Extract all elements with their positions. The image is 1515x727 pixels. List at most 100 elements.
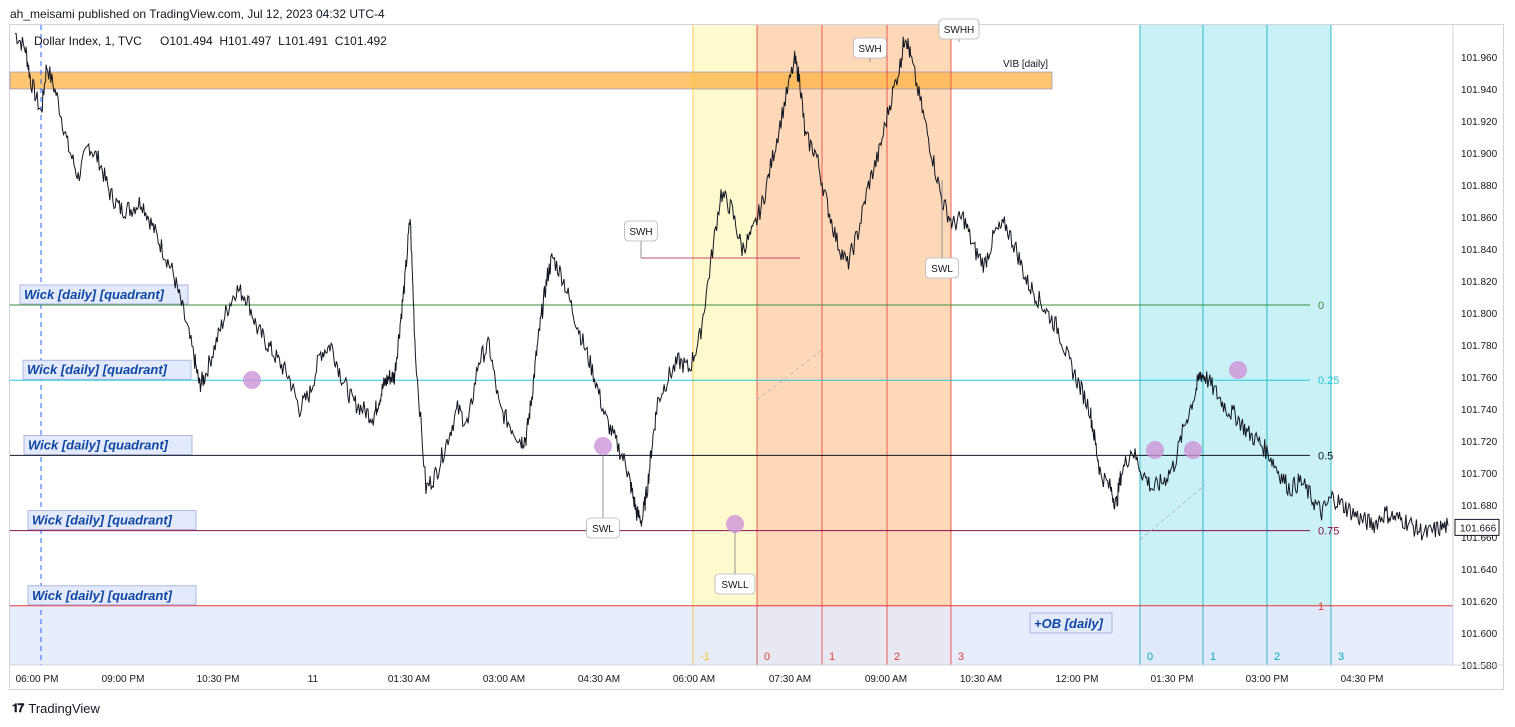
x-tick-label: 04:30 PM <box>1341 674 1384 685</box>
session-count-label: -1 <box>700 651 710 663</box>
chart-frame[interactable] <box>9 24 1504 690</box>
swing-label-text: SWLL <box>721 580 749 591</box>
swing-marker <box>243 371 261 389</box>
y-tick-label: 101.900 <box>1461 149 1498 160</box>
swing-marker <box>594 437 612 455</box>
x-tick-label: 03:00 PM <box>1246 674 1289 685</box>
annotations-layer: SWH SWL SWLL SWH SWL SWHH VIB [daily] +OB [dail… <box>243 18 1247 634</box>
swing-label-box <box>853 37 887 59</box>
fib-level-label: 1 <box>1318 601 1324 613</box>
last-price-badge <box>1454 518 1500 536</box>
session-count-label: 3 <box>958 651 964 663</box>
session-count-label: 2 <box>1274 651 1280 663</box>
x-tick-label: 10:30 PM <box>197 674 240 685</box>
quadrant-label-text: Wick [daily] [quadrant] <box>32 588 173 603</box>
y-tick-label: 101.960 <box>1461 53 1498 64</box>
ob-label-box <box>1029 612 1113 634</box>
fib-level-label: 0.75 <box>1318 526 1339 538</box>
quadrant-label-text: Wick [daily] [quadrant] <box>27 362 168 377</box>
y-tick-label: 101.620 <box>1461 597 1498 608</box>
y-tick-label: 101.800 <box>1461 309 1498 320</box>
session-zone-orange <box>757 25 951 665</box>
x-tick-label: 06:00 PM <box>16 674 59 685</box>
session-count-label: 2 <box>894 651 900 663</box>
y-tick-label: 101.920 <box>1461 117 1498 128</box>
y-tick-label: 101.940 <box>1461 85 1498 96</box>
session-count-label: 1 <box>1210 651 1216 663</box>
x-tick-label: 06:00 AM <box>673 674 715 685</box>
x-tick-label: 01:30 PM <box>1151 674 1194 685</box>
x-tick-label: 11 <box>308 674 319 685</box>
vib-label: VIB [daily] <box>1003 59 1048 70</box>
axes-layer: 101.960 101.940 101.920 101.900 101.880 101.8… <box>10 25 1503 685</box>
y-tick-label: 101.820 <box>1461 277 1498 288</box>
ob-zone <box>10 605 1453 665</box>
y-tick-label: 101.740 <box>1461 405 1498 416</box>
ob-label-text: +OB [daily] <box>1034 616 1104 631</box>
swing-marker <box>1184 441 1202 459</box>
swing-label-text: SWH <box>629 227 652 238</box>
ohlc-readout: O101.494 H101.497 L101.491 C101.492 <box>160 34 387 48</box>
tradingview-logo-icon: 𝟏𝟕 <box>12 701 24 715</box>
quadrant-label-text: Wick [daily] [quadrant] <box>24 287 165 302</box>
x-tick-label: 12:00 PM <box>1056 674 1099 685</box>
quadrant-label-box <box>23 434 193 455</box>
session-count-label: 0 <box>1147 651 1153 663</box>
swing-label-text: SWH <box>858 44 881 55</box>
published-header: ah_meisami published on TradingView.com,… <box>10 7 385 21</box>
x-tick-label: 04:30 AM <box>578 674 620 685</box>
y-tick-label: 101.840 <box>1461 245 1498 256</box>
price-line <box>14 32 1449 541</box>
x-tick-label: 09:00 AM <box>865 674 907 685</box>
swing-marker <box>1229 361 1247 379</box>
swing-label-text: SWL <box>592 524 614 535</box>
session-count-label: 3 <box>1338 651 1344 663</box>
x-tick-label: 07:30 AM <box>769 674 811 685</box>
y-tick-label: 101.680 <box>1461 501 1498 512</box>
session-zone-cyan <box>1140 25 1331 665</box>
swing-label-box <box>938 18 980 40</box>
swing-label-box <box>714 573 756 595</box>
quadrant-levels-layer: Wick [daily] [quadrant] 0 Wick [daily] [qu… <box>10 284 1453 613</box>
symbol-title: Dollar Index, 1, TVC <box>34 34 142 48</box>
y-tick-label: 101.860 <box>1461 213 1498 224</box>
quadrant-label-box <box>27 510 197 531</box>
swing-label-box <box>624 220 658 242</box>
quadrant-label-text: Wick [daily] [quadrant] <box>32 513 173 528</box>
y-tick-label: 101.600 <box>1461 629 1498 640</box>
footer-brand: TradingView <box>28 701 100 716</box>
background-zones-layer: -1 0 1 2 3 0 1 2 3 <box>9 25 1453 665</box>
quadrant-label-box <box>22 359 192 380</box>
session-count-label: 0 <box>764 651 770 663</box>
y-tick-label: 101.760 <box>1461 373 1498 384</box>
session-zone-yellow <box>693 25 757 665</box>
y-tick-label: 101.660 <box>1461 533 1498 544</box>
quadrant-label-box <box>27 585 197 606</box>
fib-level-label: 0.5 <box>1318 450 1333 462</box>
vib-zone <box>9 71 1053 90</box>
last-price-label: 101.666 <box>1460 523 1497 534</box>
swing-marker <box>726 515 744 533</box>
y-tick-label: 101.700 <box>1461 469 1498 480</box>
x-tick-label: 10:30 AM <box>960 674 1002 685</box>
y-tick-label: 101.780 <box>1461 341 1498 352</box>
swing-label-box <box>586 517 620 539</box>
fib-level-label: 0.25 <box>1318 375 1339 387</box>
session-count-label: 1 <box>829 651 835 663</box>
x-tick-label: 03:00 AM <box>483 674 525 685</box>
trend-dash-line <box>1139 484 1206 541</box>
quadrant-label-text: Wick [daily] [quadrant] <box>28 437 169 452</box>
y-tick-label: 101.880 <box>1461 181 1498 192</box>
fib-level-label: 0 <box>1318 300 1324 312</box>
x-tick-label: 09:00 PM <box>102 674 145 685</box>
footer: 𝟏𝟕 TradingView <box>12 701 100 716</box>
swing-label-text: SWL <box>931 264 953 275</box>
y-tick-label: 101.720 <box>1461 437 1498 448</box>
price-series-layer <box>14 32 1449 541</box>
swing-marker <box>1146 441 1164 459</box>
swing-label-box <box>925 257 959 279</box>
y-tick-label: 101.580 <box>1461 661 1498 672</box>
swing-label-text: SWHH <box>944 25 975 36</box>
quadrant-label-box <box>19 284 189 305</box>
